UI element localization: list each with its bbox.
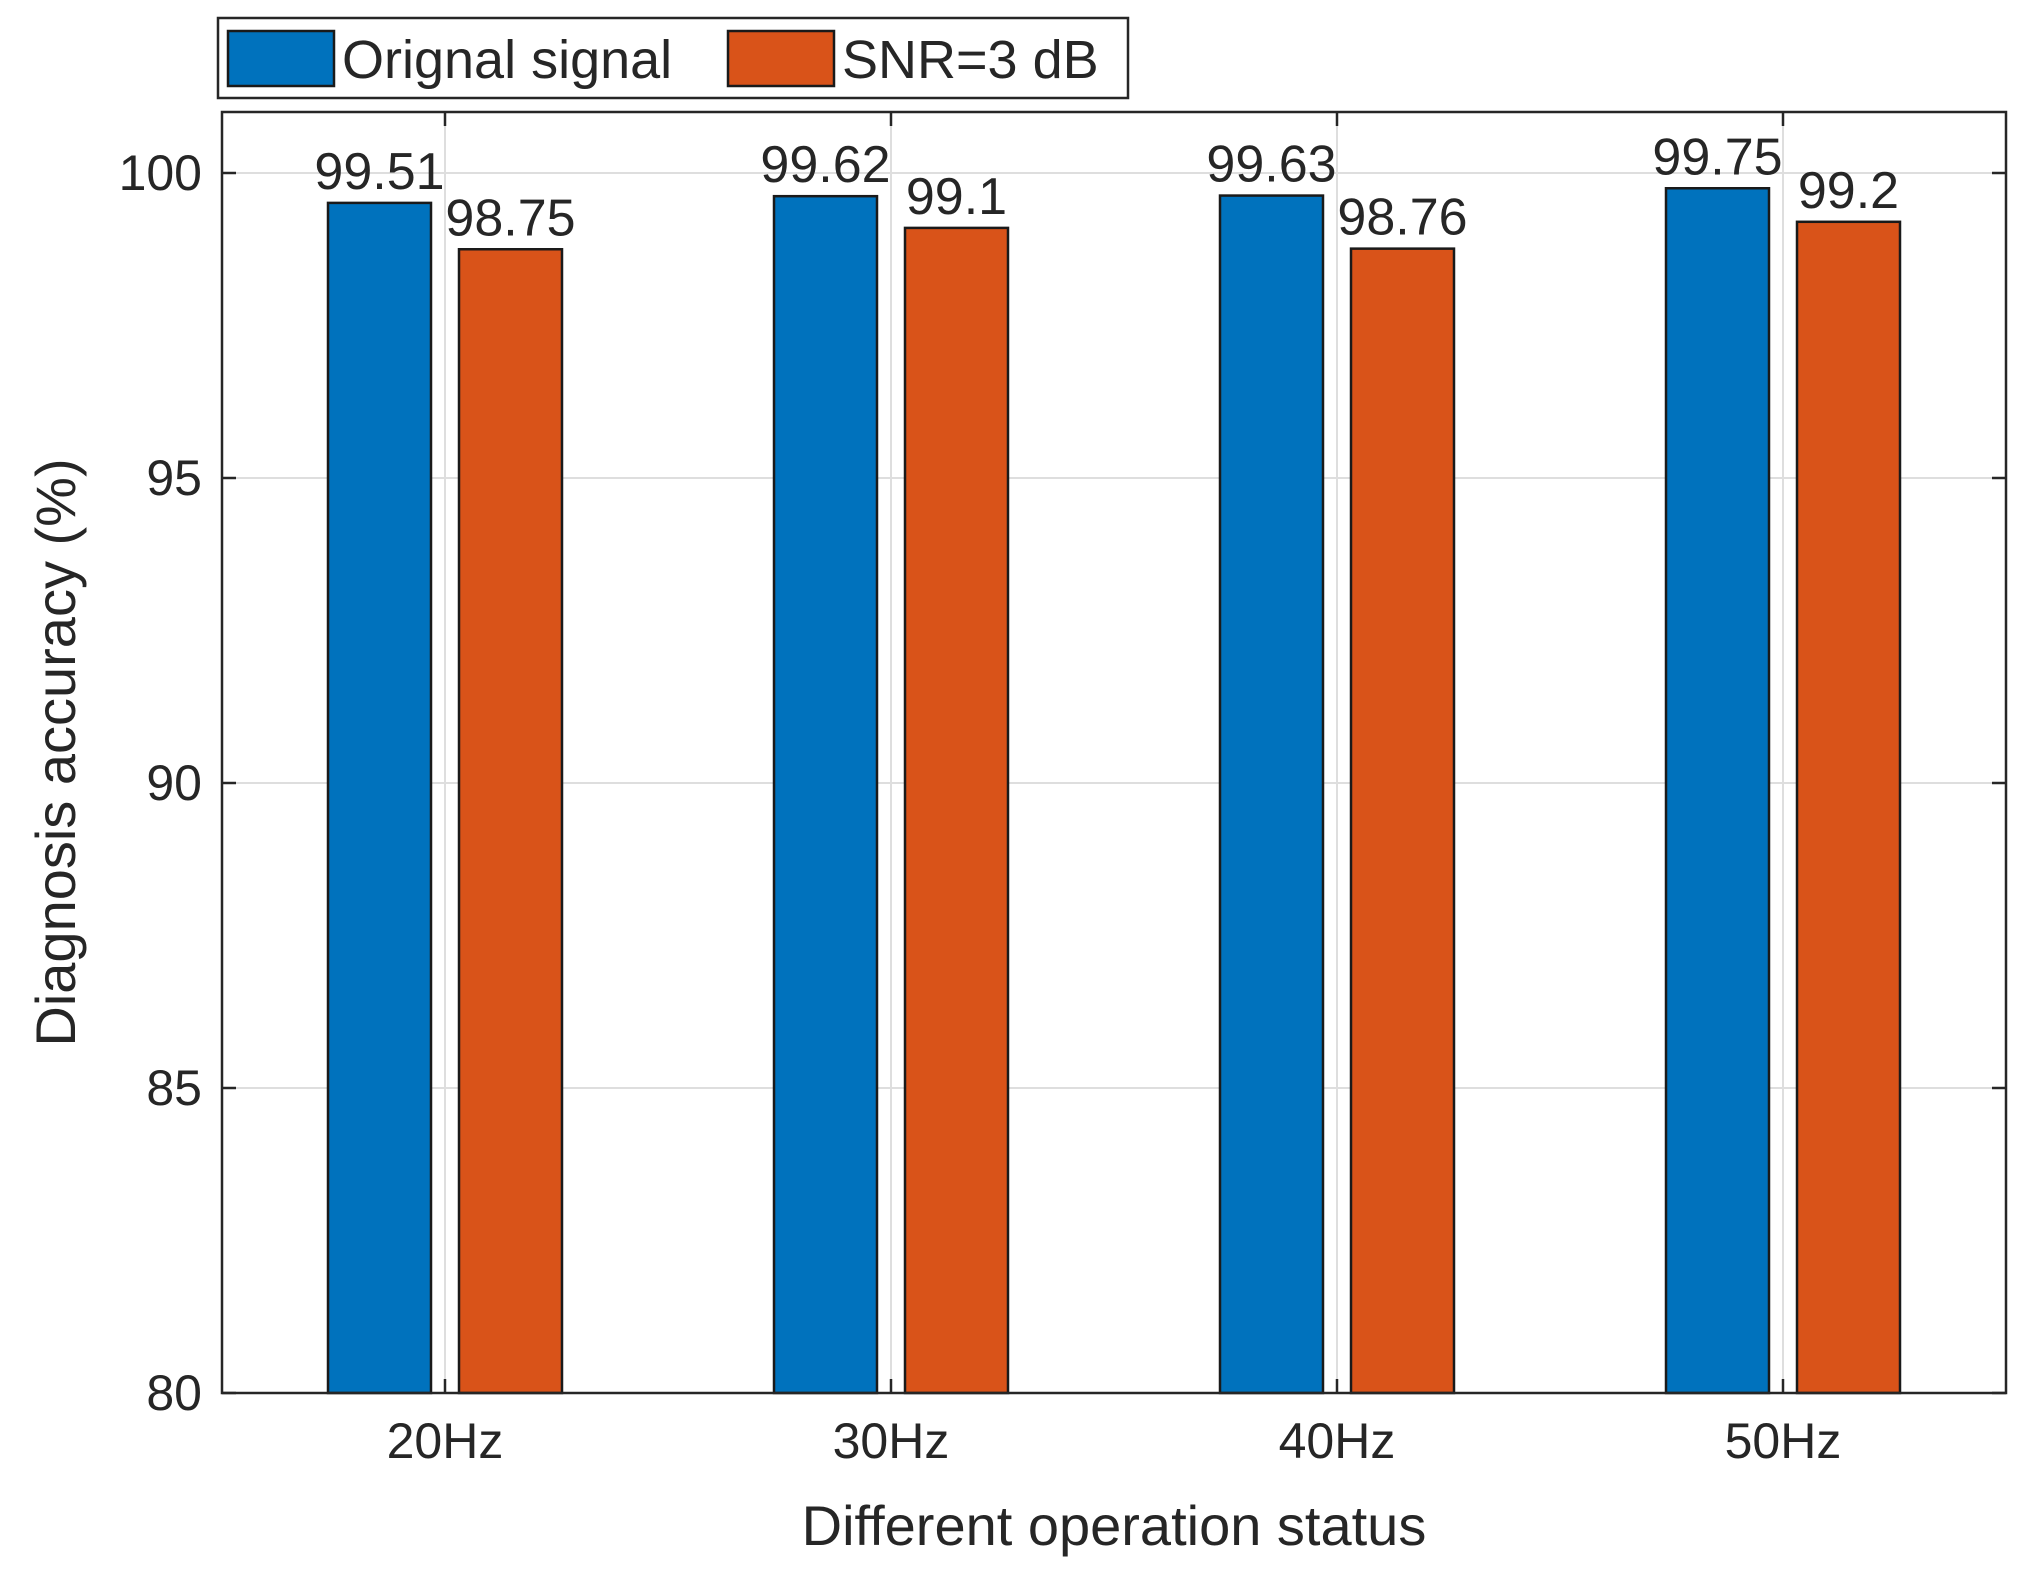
y-tick-label: 95 [146,450,202,506]
y-tick-label: 100 [119,145,202,201]
y-tick-label: 80 [146,1365,202,1421]
legend: Orignal signal SNR=3 dB [216,16,1130,100]
axes-box [220,110,2008,1395]
bar-snr-3db-50hz [1795,220,1902,1395]
legend-box [216,16,1130,100]
legend-swatch-snr-3db [726,29,836,88]
data-label: 99.75 [1652,128,1782,186]
data-label: 99.2 [1798,162,1899,220]
x-axis-label: Different operation status [802,1494,1427,1557]
bar-snr-3db-30hz [903,226,1010,1395]
legend-swatch-original-signal [226,29,336,88]
legend-label-snr-3db: SNR=3 dB [842,30,1099,90]
bar-original-signal-30hz [772,194,879,1395]
x-tick-label: 20Hz [387,1413,504,1469]
data-label: 98.75 [445,189,575,247]
bar-original-signal-20hz [326,201,433,1395]
bars [326,187,1902,1395]
y-axis-label: Diagnosis accuracy (%) [24,458,87,1046]
data-labels: 99.51 99.62 99.63 99.75 98.75 99.1 98.76 99.2 [314,128,1899,247]
data-label: 99.62 [760,136,890,194]
legend-label-original-signal: Orignal signal [342,30,672,90]
x-tick-label: 40Hz [1279,1413,1396,1469]
y-tick-label: 85 [146,1060,202,1116]
data-label: 99.63 [1206,136,1336,194]
x-tick-label: 50Hz [1725,1413,1842,1469]
y-tick-label: 90 [146,755,202,811]
bar-snr-3db-40hz [1349,247,1456,1395]
bar-snr-3db-20hz [457,248,564,1395]
data-label: 98.76 [1337,189,1467,247]
data-label: 99.1 [906,168,1007,226]
bar-original-signal-40hz [1218,194,1325,1395]
x-tick-label: 30Hz [833,1413,950,1469]
bar-original-signal-50hz [1664,187,1771,1395]
data-label: 99.51 [314,143,444,201]
ticks: 80 85 90 95 100 20Hz 30Hz 40Hz 50Hz [119,112,2006,1469]
